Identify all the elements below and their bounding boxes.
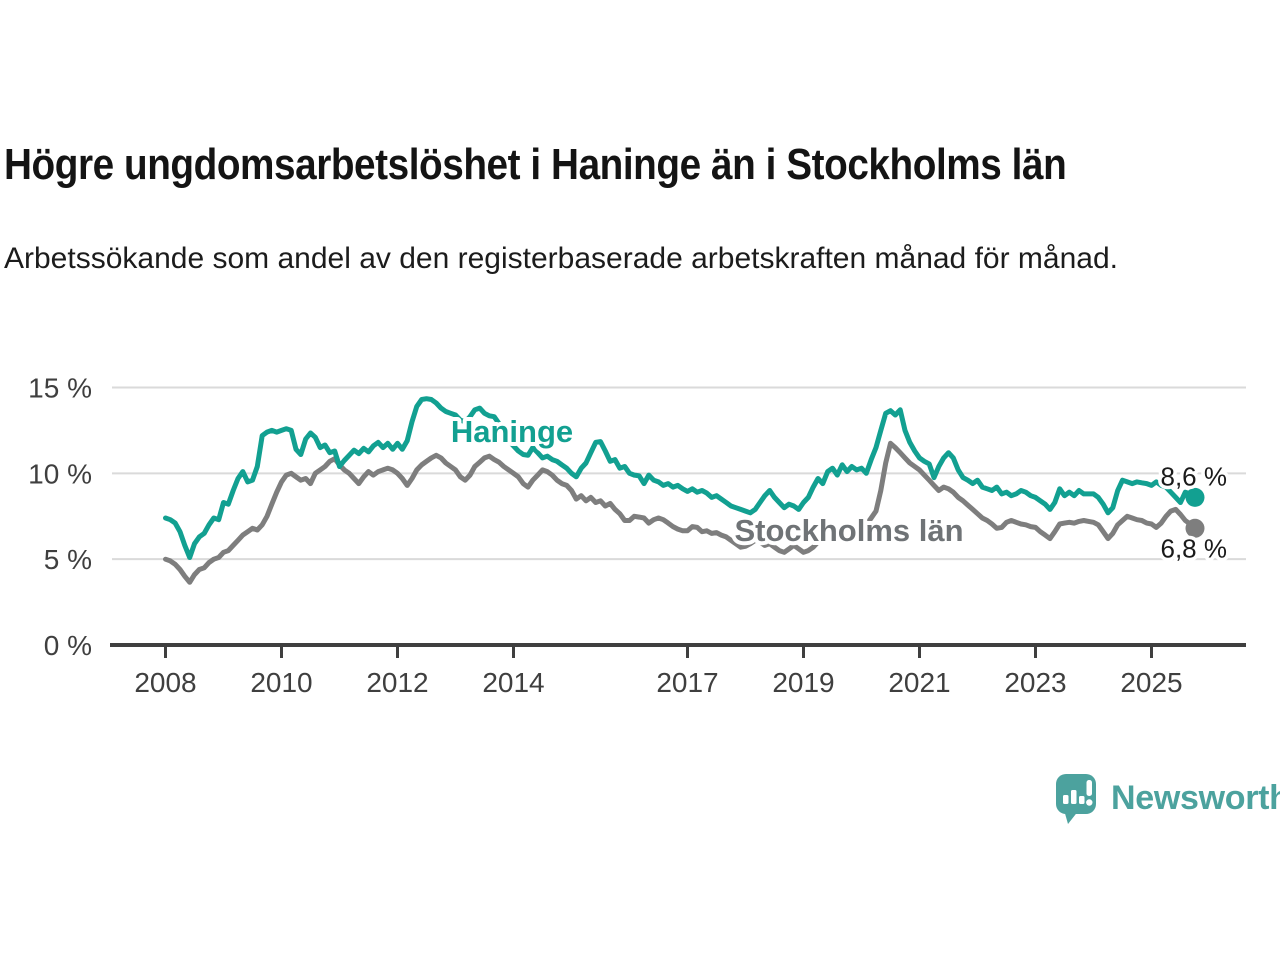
newsworthy-logo: Newsworthy <box>1054 772 1280 824</box>
x-axis-tick-label: 2021 <box>888 667 950 698</box>
haninge-series-label: Haninge <box>451 414 573 449</box>
y-axis-tick-label: 5 % <box>44 544 92 575</box>
stockholms-lan-series-label: Stockholms län <box>734 513 963 548</box>
x-axis-tick-label: 2014 <box>482 667 544 698</box>
stockholms-lan-line <box>163 440 1198 585</box>
x-axis-tick-label: 2012 <box>366 667 428 698</box>
x-axis-tick-label: 2023 <box>1004 667 1066 698</box>
chart-subtitle: Arbetssökande som andel av den registerb… <box>4 242 1118 275</box>
x-axis-tick-label: 2019 <box>772 667 834 698</box>
stockholms-lan-value-label: 6,8 % <box>1161 533 1228 563</box>
stockholms-lan-end-dot <box>1185 518 1205 538</box>
haninge-value-label: 8,6 % <box>1161 461 1228 491</box>
haninge-line <box>163 396 1198 560</box>
x-axis-tick-label: 2017 <box>656 667 718 698</box>
newsworthy-logo-icon <box>1056 774 1096 824</box>
y-axis-tick-label: 0 % <box>44 630 92 661</box>
haninge-end-dot <box>1185 487 1205 507</box>
x-axis-tick-label: 2025 <box>1120 667 1182 698</box>
y-axis-tick-label: 10 % <box>28 458 92 489</box>
x-axis-tick-label: 2010 <box>250 667 312 698</box>
newsworthy-logo-text: Newsworthy <box>1111 778 1280 817</box>
x-axis-tick-label: 2008 <box>134 667 196 698</box>
y-axis-tick-label: 15 % <box>28 373 92 404</box>
chart-title: Högre ungdomsarbetslöshet i Haninge än i… <box>4 140 1067 189</box>
